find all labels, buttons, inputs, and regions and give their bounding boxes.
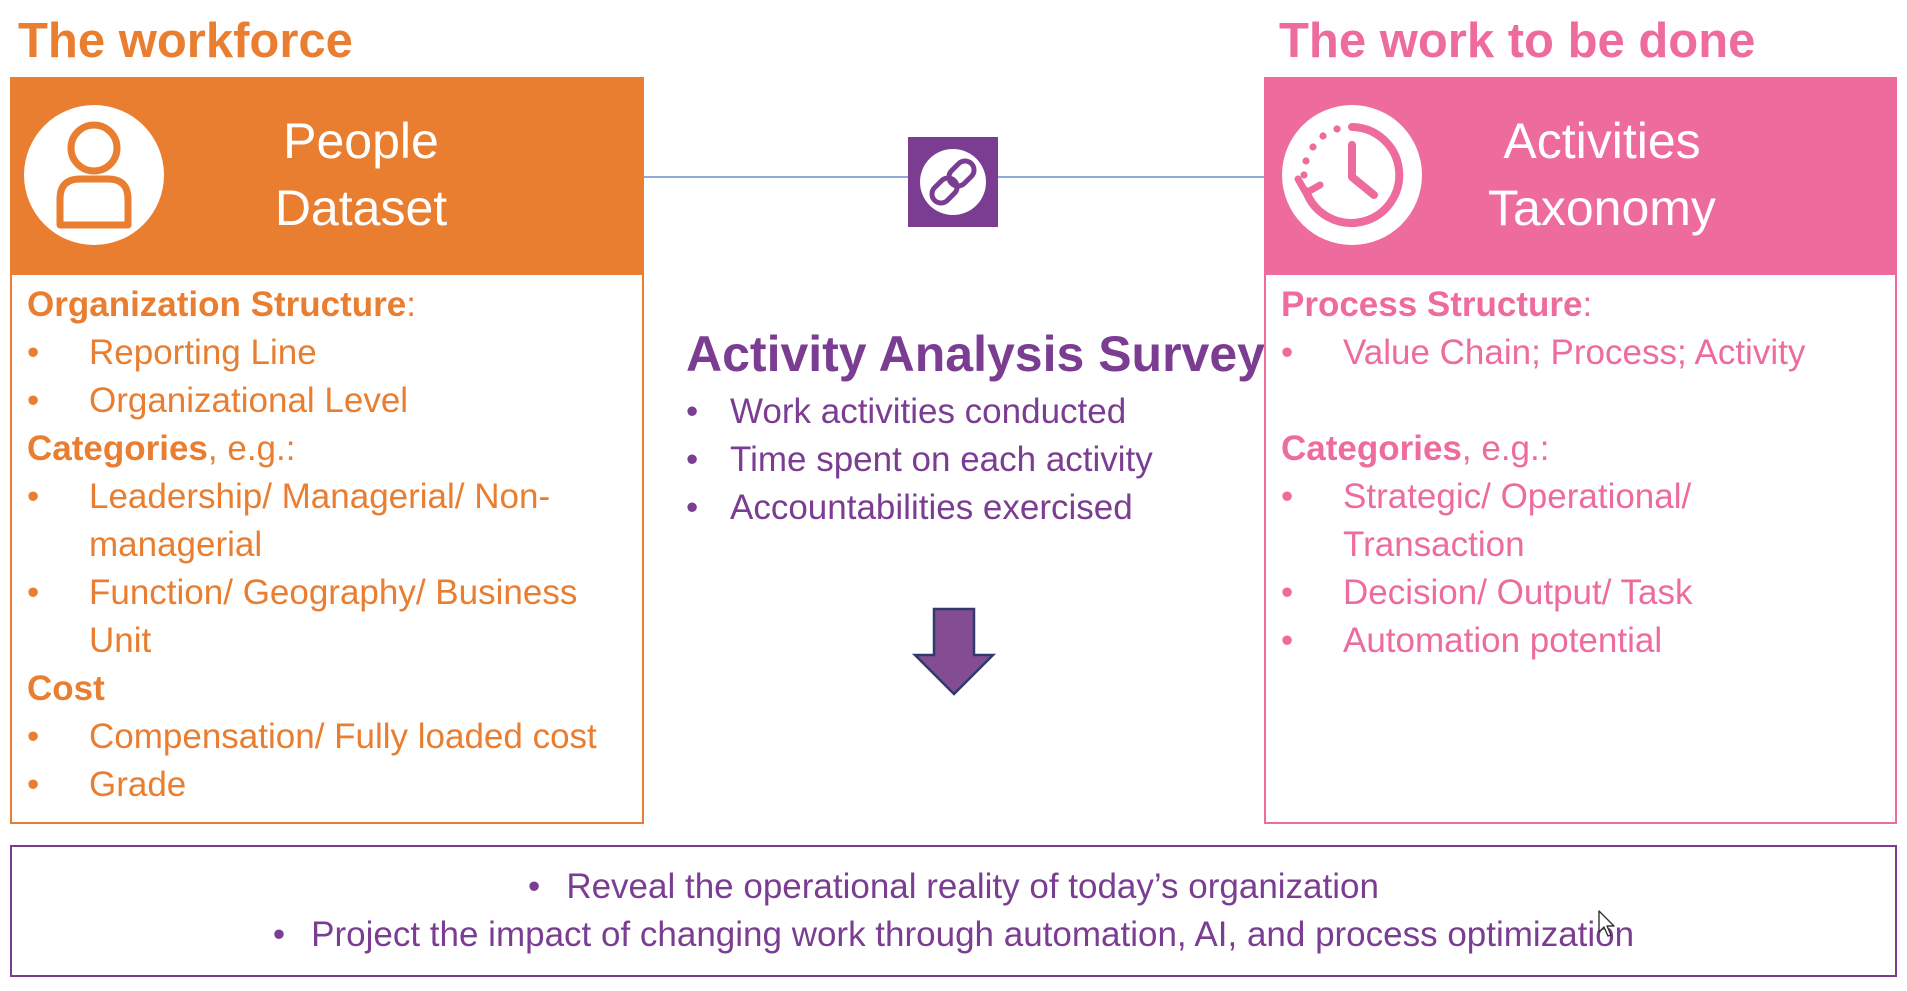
survey-list: • Work activities conducted • Time spent o… xyxy=(686,388,1153,532)
list-item: • Work activities conducted xyxy=(686,392,1127,431)
org-structure-heading: Organization Structure: xyxy=(27,285,416,324)
list-item: • Time spent on each activity xyxy=(686,440,1153,479)
list-item: • Leadership/ Managerial/ Non-managerial xyxy=(27,477,551,564)
people-dataset-list: Organization Structure: • Reporting Line … xyxy=(10,273,644,824)
work-section-title: The work to be done xyxy=(1279,14,1756,68)
list-item: • Compensation/ Fully loaded cost xyxy=(27,717,597,756)
cost-heading: Cost xyxy=(27,669,105,708)
mouse-cursor-icon xyxy=(1598,910,1616,938)
list-item: • Reveal the operational reality of today… xyxy=(528,867,1379,906)
categories-heading: Categories, e.g.: xyxy=(1281,429,1550,468)
list-item: • Accountabilities exercised xyxy=(686,488,1133,527)
list-item: • Grade xyxy=(27,765,187,804)
down-arrow-icon xyxy=(911,607,997,702)
workforce-section-title: The workforce xyxy=(18,14,353,68)
link-icon xyxy=(908,137,998,227)
people-dataset-title-line2: Dataset xyxy=(274,180,448,236)
clock-history-icon xyxy=(1282,105,1422,245)
outcomes-box: • Reveal the operational reality of today… xyxy=(10,845,1897,977)
survey-title: Activity Analysis Survey xyxy=(686,326,1265,382)
list-item: • Decision/ Output/ Task xyxy=(1281,573,1693,612)
activities-taxonomy-title-line2: Taxonomy xyxy=(1488,180,1716,236)
list-item: • Automation potential xyxy=(1281,621,1663,660)
list-item: • Organizational Level xyxy=(27,381,409,420)
list-item: • Strategic/ Operational/Transaction xyxy=(1281,477,1692,564)
people-dataset-header: People Dataset xyxy=(10,77,644,273)
list-item: • Value Chain; Process; Activity xyxy=(1281,333,1806,372)
activities-taxonomy-title-line1: Activities xyxy=(1503,113,1701,169)
people-dataset-title-line1: People xyxy=(283,113,439,169)
categories-heading: Categories, e.g.: xyxy=(27,429,296,468)
person-icon xyxy=(24,105,164,245)
process-structure-heading: Process Structure: xyxy=(1281,285,1593,324)
list-item: • Project the impact of changing work thr… xyxy=(272,915,1635,954)
list-item: • Function/ Geography/ Business Unit xyxy=(27,573,578,660)
activities-taxonomy-list: Process Structure: • Value Chain; Process… xyxy=(1264,273,1897,824)
list-item: • Reporting Line xyxy=(27,333,317,372)
activities-taxonomy-header: Activities Taxonomy xyxy=(1264,77,1897,273)
